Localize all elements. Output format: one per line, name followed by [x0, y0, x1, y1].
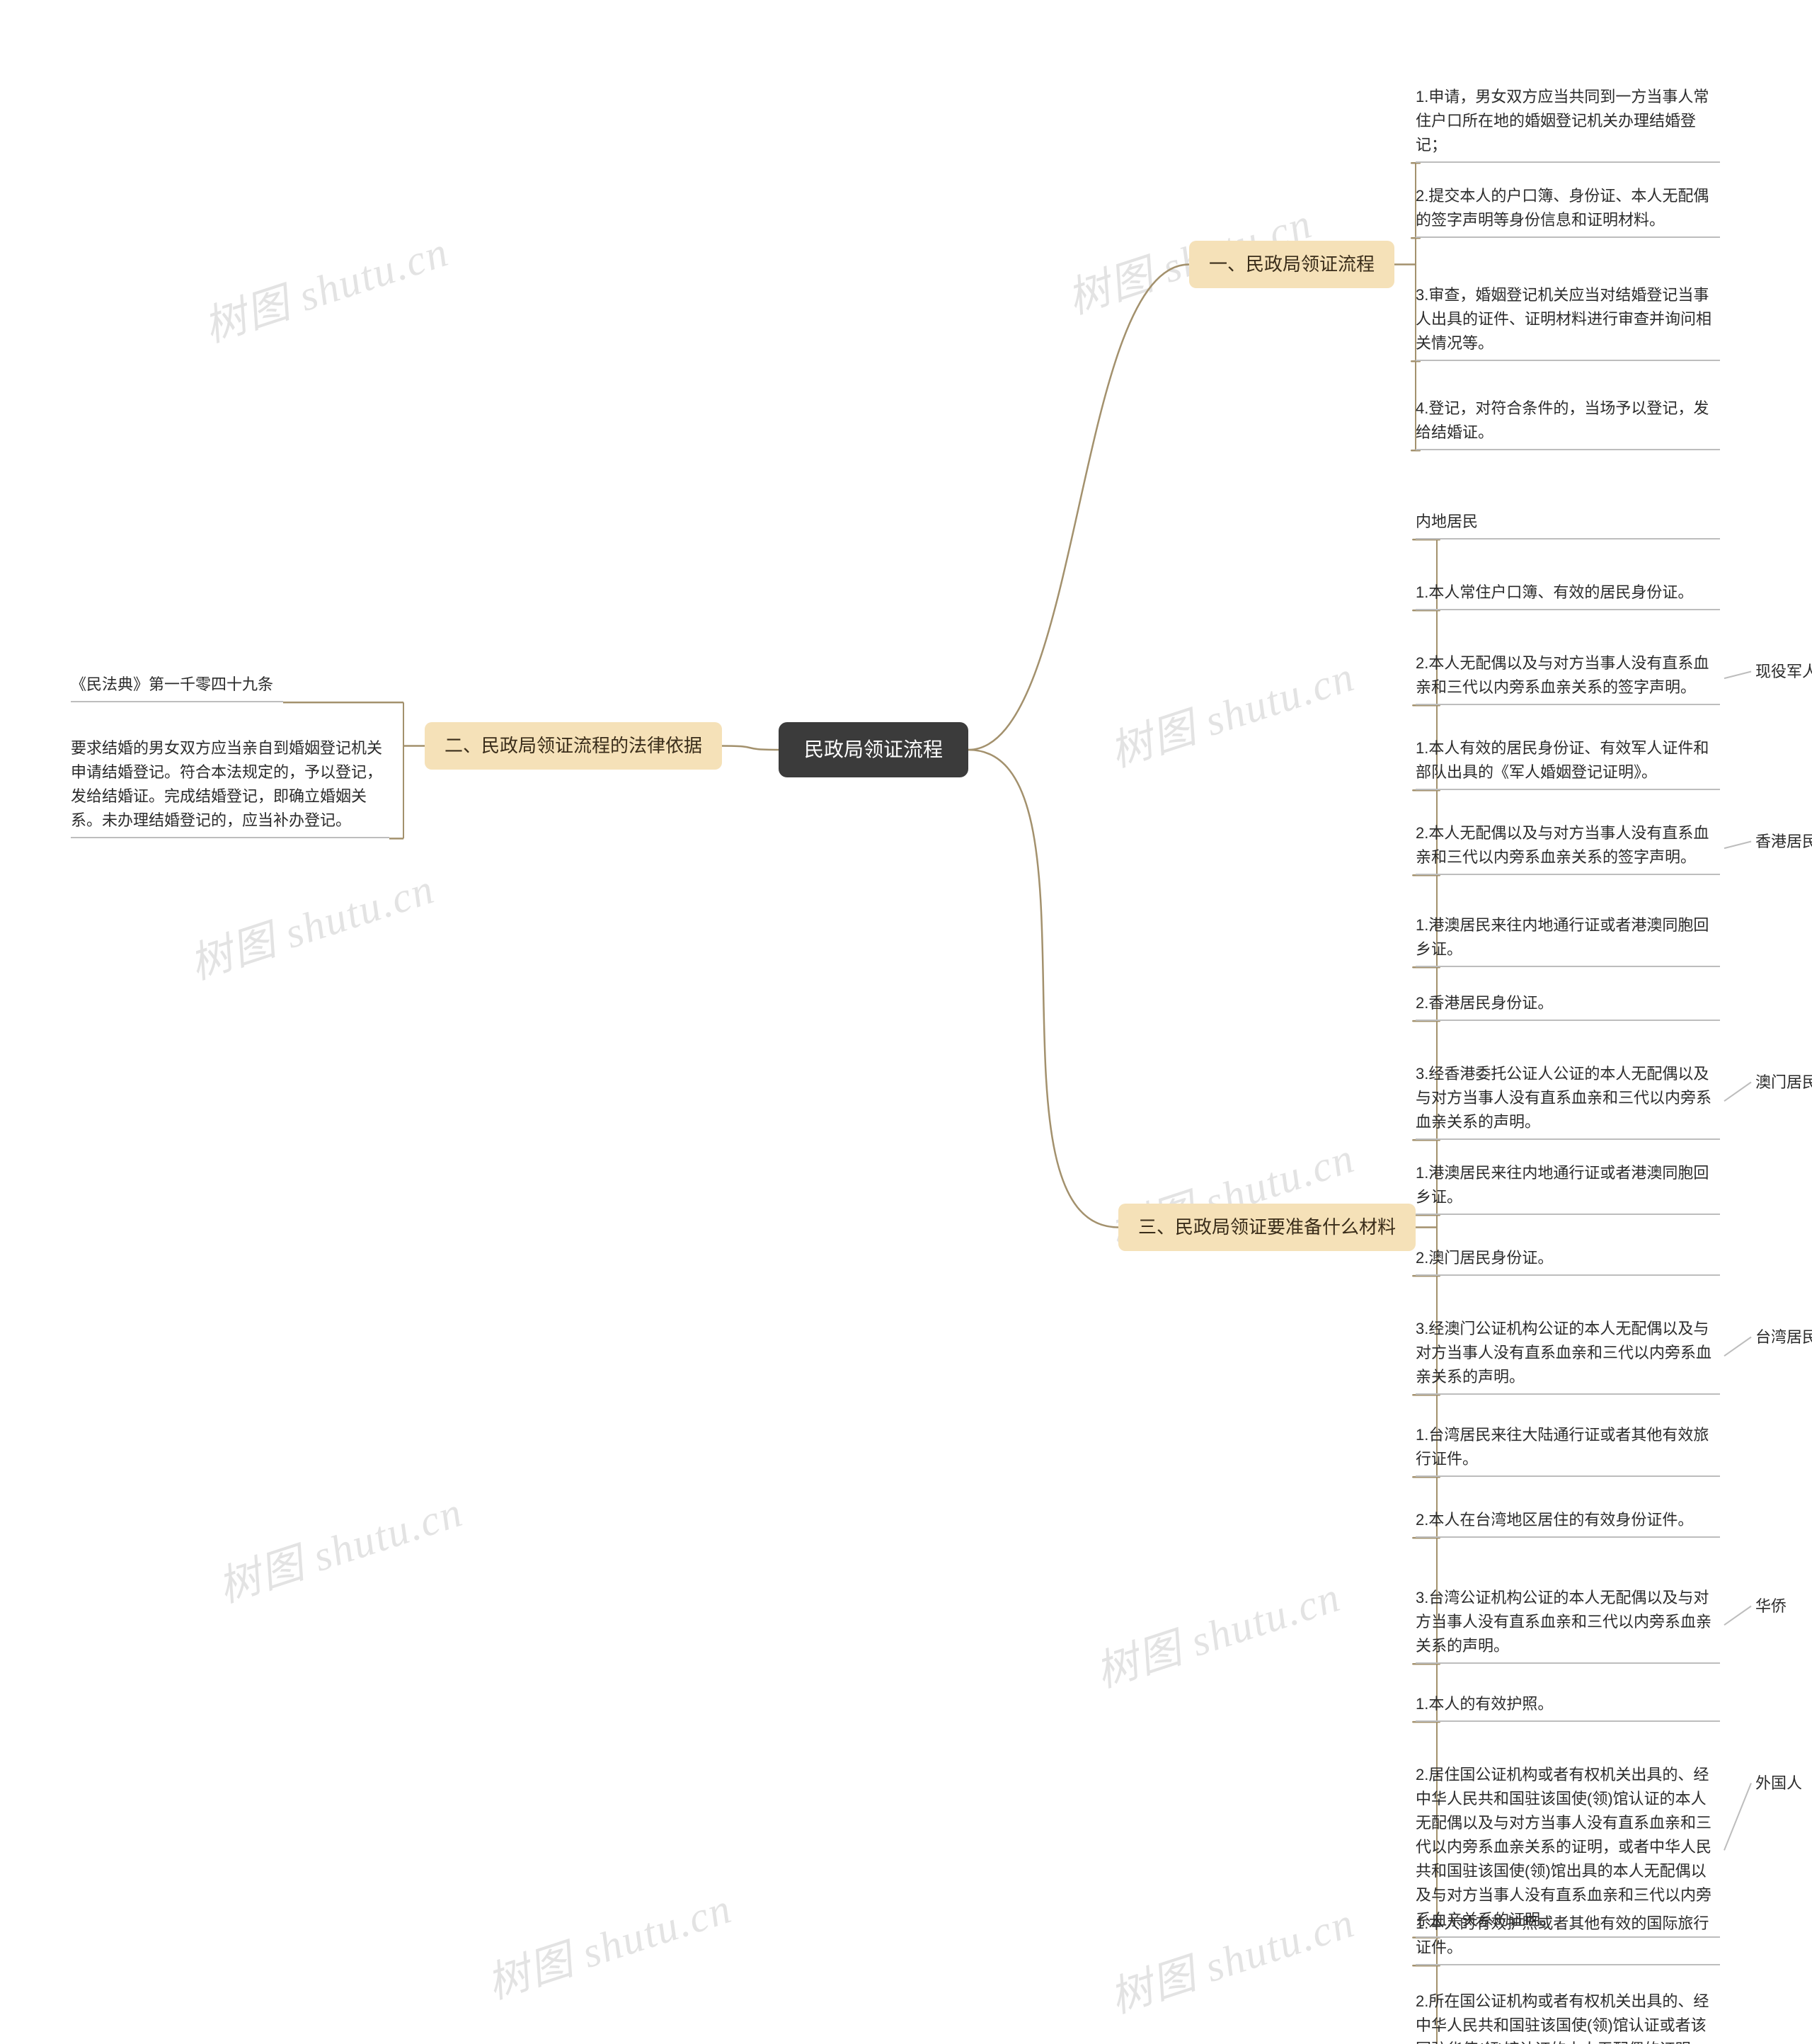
leaf-node: 2.香港居民身份证。 — [1416, 991, 1720, 1021]
leaf-node: 3.经香港委托公证人公证的本人无配偶以及与对方当事人没有直系血亲和三代以内旁系血… — [1416, 1062, 1720, 1140]
leaf-node: 1.港澳居民来往内地通行证或者港澳同胞回乡证。 — [1416, 913, 1720, 967]
leaf-node: 3.经澳门公证机构公证的本人无配偶以及与对方当事人没有直系血亲和三代以内旁系血亲… — [1416, 1317, 1720, 1395]
branch-1: 一、民政局领证流程 — [1189, 241, 1394, 288]
watermark: 树图 shutu.cn — [1101, 1888, 1361, 2026]
leaf-node: 2.澳门居民身份证。 — [1416, 1246, 1720, 1276]
leaf-node: 1.本人有效的居民身份证、有效军人证件和部队出具的《军人婚姻登记证明》。 — [1416, 736, 1720, 790]
leaf-node: 2.本人无配偶以及与对方当事人没有直系血亲和三代以内旁系血亲关系的签字声明。 — [1416, 821, 1720, 875]
watermark: 树图 shutu.cn — [1101, 642, 1361, 780]
leaf-node: 1.港澳居民来往内地通行证或者港澳同胞回乡证。 — [1416, 1161, 1720, 1215]
sub-label: 台湾居民 — [1755, 1325, 1812, 1349]
leaf-node: 1.台湾居民来往大陆通行证或者其他有效旅行证件。 — [1416, 1423, 1720, 1477]
root-node: 民政局领证流程 — [779, 722, 968, 777]
watermark: 树图 shutu.cn — [1086, 1563, 1347, 1700]
leaf-node: 4.登记，对符合条件的，当场予以登记，发给结婚证。 — [1416, 396, 1720, 450]
leaf-node: 1.申请，男女双方应当共同到一方当事人常住户口所在地的婚姻登记机关办理结婚登记； — [1416, 85, 1720, 163]
leaf-node: 内地居民 — [1416, 510, 1720, 539]
leaf-node: 2.提交本人的户口簿、身份证、本人无配偶的签字声明等身份信息和证明材料。 — [1416, 184, 1720, 238]
leaf-node: 1.本人常住户口簿、有效的居民身份证。 — [1416, 581, 1720, 610]
leaf-node: 3.台湾公证机构公证的本人无配偶以及与对方当事人没有直系血亲和三代以内旁系血亲关… — [1416, 1586, 1720, 1664]
leaf-node: 2.本人无配偶以及与对方当事人没有直系血亲和三代以内旁系血亲关系的签字声明。 — [1416, 651, 1720, 705]
leaf-node: 1.本人的有效护照或者其他有效的国际旅行证件。 — [1416, 1912, 1720, 1965]
leaf-node: 1.本人的有效护照。 — [1416, 1692, 1720, 1722]
watermark: 树图 shutu.cn — [180, 855, 441, 992]
watermark: 树图 shutu.cn — [195, 217, 455, 355]
watermark: 树图 shutu.cn — [209, 1478, 469, 1615]
mindmap-canvas: 树图 shutu.cn 树图 shutu.cn 树图 shutu.cn 树图 shut… — [0, 0, 1812, 2044]
sub-label: 外国人 — [1755, 1771, 1802, 1795]
sub-label: 香港居民 — [1755, 830, 1812, 853]
sub-label: 现役军人 — [1755, 660, 1812, 683]
watermark: 树图 shutu.cn — [478, 1874, 738, 2011]
branch-2: 二、民政局领证流程的法律依据 — [425, 722, 722, 770]
leaf-node: 2.本人在台湾地区居住的有效身份证件。 — [1416, 1508, 1720, 1538]
sub-label: 澳门居民 — [1755, 1070, 1812, 1094]
leaf-node: 要求结婚的男女双方应当亲自到婚姻登记机关申请结婚登记。符合本法规定的，予以登记，… — [71, 736, 389, 838]
leaf-node: 3.审查，婚姻登记机关应当对结婚登记当事人出具的证件、证明材料进行审查并询问相关… — [1416, 283, 1720, 361]
leaf-node: 2.所在国公证机构或者有权机关出具的、经中华人民共和国驻该国使(领)馆认证或者该… — [1416, 1989, 1720, 2044]
branch-3: 三、民政局领证要准备什么材料 — [1118, 1204, 1416, 1251]
leaf-node: 《民法典》第一千零四十九条 — [71, 673, 283, 702]
sub-label: 华侨 — [1755, 1594, 1787, 1618]
